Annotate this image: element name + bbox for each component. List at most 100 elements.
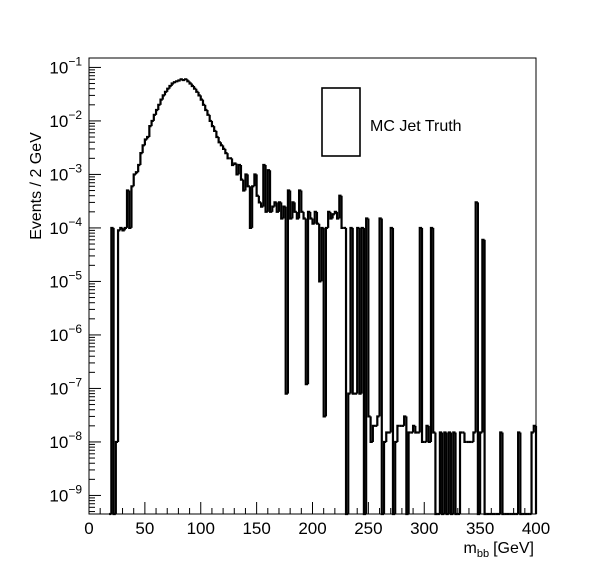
histogram-bin xyxy=(438,431,443,514)
legend-label: MC Jet Truth xyxy=(370,118,462,135)
histogram-bin xyxy=(157,103,161,111)
histogram-bin xyxy=(452,431,456,514)
histogram-bin xyxy=(170,82,174,86)
y-tick-label: 10−4 xyxy=(49,215,82,238)
histogram-bin xyxy=(242,179,246,192)
histogram-bin xyxy=(472,431,476,442)
histogram-bin xyxy=(139,152,143,166)
histogram-bin xyxy=(116,229,121,442)
histogram-bin xyxy=(248,186,253,230)
histogram-bin xyxy=(358,227,362,395)
histogram-bin xyxy=(114,440,119,514)
legend-swatch xyxy=(321,87,361,157)
plot-frame xyxy=(88,57,537,515)
histogram-bin xyxy=(407,431,411,514)
histogram-bin xyxy=(309,211,313,220)
histogram-bin xyxy=(443,431,447,514)
histogram-bin xyxy=(219,142,224,147)
histogram-bin xyxy=(128,190,132,230)
histogram-bin xyxy=(154,108,159,115)
x-tick-label: 150 xyxy=(242,519,270,538)
histogram-bin xyxy=(479,431,483,514)
x-tick-label: 200 xyxy=(298,519,326,538)
histogram-bin xyxy=(331,213,335,219)
histogram-bin xyxy=(192,85,197,90)
y-tick-label: 10−9 xyxy=(49,482,82,505)
histogram-bin xyxy=(306,210,311,385)
histogram-bin xyxy=(324,226,329,417)
x-tick-label: 100 xyxy=(187,519,215,538)
histogram-bin xyxy=(199,95,203,101)
histogram-bin xyxy=(420,227,425,444)
x-axis-title-subscript: bb xyxy=(477,548,489,560)
histogram-bin xyxy=(257,195,262,204)
histogram-bin xyxy=(168,84,172,89)
histogram-bin xyxy=(474,201,478,433)
histogram-bin xyxy=(519,432,523,516)
histogram-bin xyxy=(275,202,279,213)
histogram-bin xyxy=(123,226,127,231)
legend: MC Jet Truth xyxy=(321,87,462,157)
histogram-bin xyxy=(371,424,376,442)
histogram-bin xyxy=(432,227,436,434)
histogram-series xyxy=(109,78,538,516)
histogram-bin xyxy=(481,238,485,433)
histogram-bin xyxy=(224,148,228,155)
histogram-bin xyxy=(403,415,407,426)
histogram-bin xyxy=(146,135,150,140)
histogram-bin xyxy=(382,440,387,514)
histogram-bin xyxy=(121,227,125,232)
histogram-bin xyxy=(215,130,219,139)
histogram-bin xyxy=(195,88,199,93)
x-tick-label: 400 xyxy=(522,519,550,538)
histogram-bin xyxy=(134,171,139,175)
y-tick-label: 10−7 xyxy=(49,375,82,398)
histogram-bin xyxy=(143,138,148,146)
histogram-bin xyxy=(365,217,369,514)
histogram-bin xyxy=(376,415,380,426)
histogram-bin xyxy=(268,170,273,213)
histogram-bin xyxy=(259,202,264,208)
histogram-bin xyxy=(385,431,389,442)
histogram-bin xyxy=(204,104,208,112)
histogram-bin xyxy=(239,165,244,181)
histogram-bin xyxy=(251,185,255,228)
histogram-bin xyxy=(262,163,266,207)
histogram-bin xyxy=(454,432,458,516)
histogram-bin xyxy=(501,432,505,516)
histogram-bin xyxy=(255,174,259,197)
histogram-bin xyxy=(213,126,217,133)
histogram-bin xyxy=(447,431,452,514)
histogram-bin xyxy=(302,211,306,220)
histogram-bin xyxy=(141,144,145,154)
histogram-bin xyxy=(271,205,275,212)
histogram-bin xyxy=(150,119,154,127)
histogram-bin xyxy=(130,185,134,228)
histogram-bin xyxy=(414,425,418,434)
histogram-bin xyxy=(166,87,170,92)
histogram-bin xyxy=(137,163,141,173)
histogram-bin xyxy=(367,218,371,418)
histogram-bin xyxy=(300,190,304,213)
y-tick-label: 10−2 xyxy=(49,108,82,131)
histogram-bin xyxy=(163,90,168,96)
histogram-bin xyxy=(161,94,165,100)
histogram-bin xyxy=(233,162,237,166)
x-tick-label: 50 xyxy=(135,519,154,538)
histogram-bin xyxy=(396,424,400,442)
x-axis-title: mbb [GeV] xyxy=(464,540,534,560)
histogram-bin xyxy=(237,163,241,175)
histogram-bin xyxy=(188,81,192,85)
histogram-bin xyxy=(463,432,467,444)
histogram-bin xyxy=(152,113,157,121)
histogram-bin xyxy=(186,79,190,83)
histogram-bin xyxy=(226,153,230,160)
histogram-bin xyxy=(197,91,201,97)
histogram-bin xyxy=(172,81,177,84)
histogram-bin xyxy=(347,392,351,514)
histogram-bin xyxy=(378,217,382,417)
histogram-bin xyxy=(277,201,282,212)
x-tick-label: 300 xyxy=(410,519,438,538)
histogram-bin xyxy=(246,174,250,188)
